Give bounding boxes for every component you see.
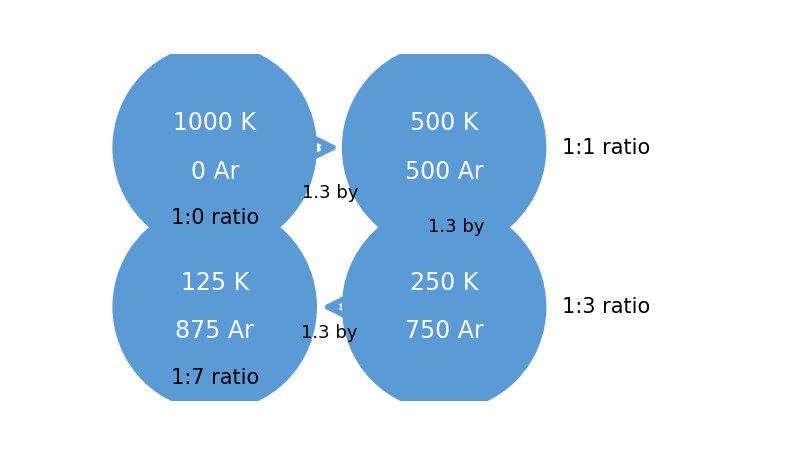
Ellipse shape [112, 203, 317, 411]
Text: 1.3 by: 1.3 by [301, 324, 358, 342]
Text: 250 K: 250 K [410, 271, 478, 295]
Ellipse shape [342, 203, 546, 411]
Ellipse shape [342, 44, 546, 252]
Text: 1:1 ratio: 1:1 ratio [562, 138, 650, 157]
Text: 875 Ar: 875 Ar [175, 319, 254, 343]
Text: 0 Ar: 0 Ar [190, 160, 239, 184]
Text: 750 Ar: 750 Ar [405, 319, 483, 343]
Text: 1000 K: 1000 K [173, 111, 256, 135]
Text: 1:3 ratio: 1:3 ratio [562, 297, 650, 317]
Text: 500 Ar: 500 Ar [405, 160, 483, 184]
Text: 1.3 by: 1.3 by [428, 218, 485, 236]
Text: 125 K: 125 K [181, 271, 249, 295]
Text: 1:7 ratio: 1:7 ratio [170, 368, 259, 387]
Text: 1.3 by: 1.3 by [302, 184, 359, 202]
Text: 500 K: 500 K [410, 111, 478, 135]
Ellipse shape [112, 44, 317, 252]
Text: 1:0 ratio: 1:0 ratio [170, 208, 259, 228]
